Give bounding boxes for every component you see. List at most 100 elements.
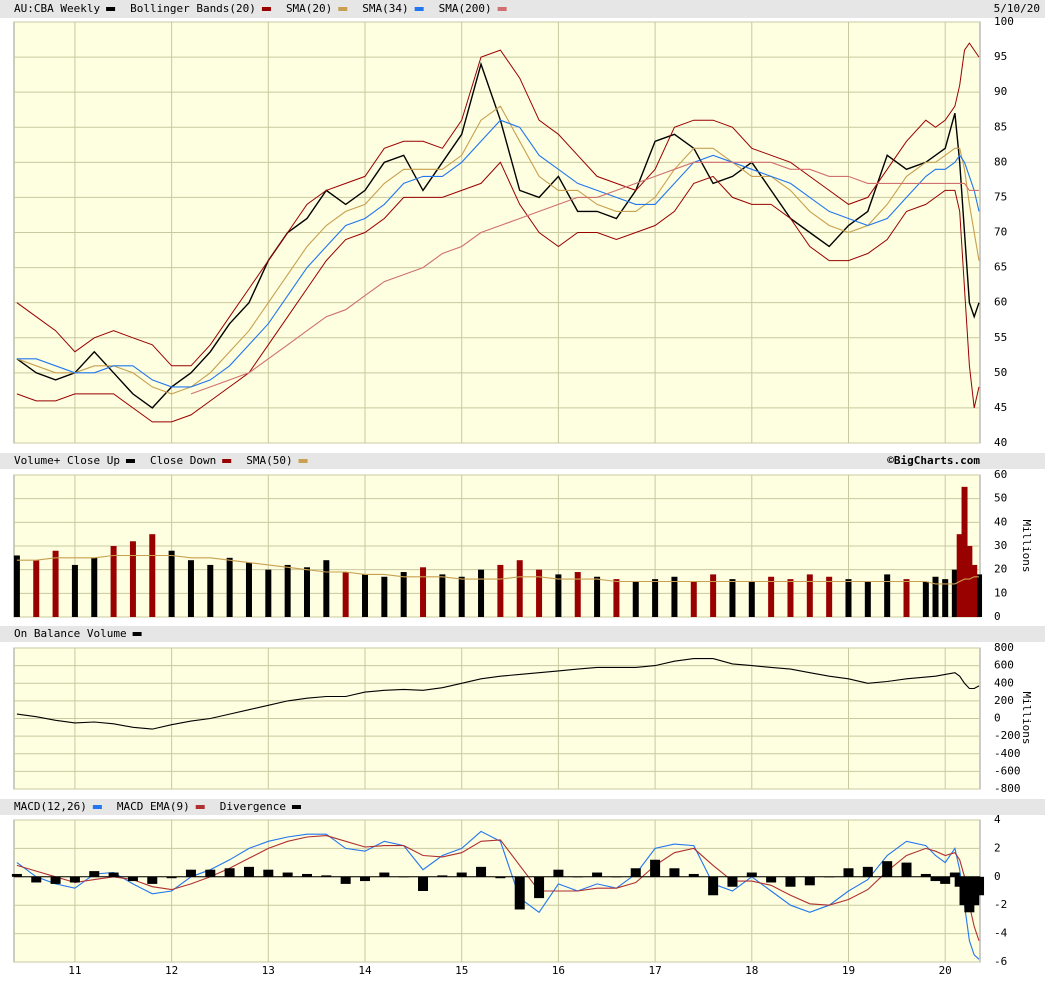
bar xyxy=(746,872,757,877)
bar xyxy=(650,859,661,877)
legend-label: MACD(12,26) xyxy=(14,800,87,813)
band-lower xyxy=(16,161,980,423)
bar xyxy=(594,576,601,617)
bar xyxy=(932,576,939,617)
bar xyxy=(147,876,158,884)
y-tick-label: 800 xyxy=(994,641,1014,654)
x-tick-label: 17 xyxy=(648,964,661,977)
x-tick-label: 12 xyxy=(165,964,178,977)
legend-label: SMA(34) xyxy=(362,2,408,15)
bar xyxy=(688,873,699,877)
bar xyxy=(884,574,891,617)
x-tick-label: 13 xyxy=(262,964,275,977)
legend-swatch xyxy=(92,805,102,809)
bar xyxy=(224,868,235,877)
legend-label: Close Down xyxy=(150,454,216,467)
bar xyxy=(574,572,581,617)
y-tick-label: 70 xyxy=(994,226,1007,239)
series-line xyxy=(16,105,980,395)
y-tick-label: 100 xyxy=(994,15,1014,28)
y-tick-label: 400 xyxy=(994,676,1014,689)
bar xyxy=(89,871,100,877)
y-tick-label: -800 xyxy=(994,782,1021,795)
band-upper xyxy=(16,42,980,367)
legend-swatch xyxy=(125,459,135,463)
bar xyxy=(901,862,912,877)
bar xyxy=(456,872,467,877)
bar xyxy=(785,876,796,887)
bar xyxy=(903,579,910,617)
bar xyxy=(768,576,775,617)
bar xyxy=(748,581,755,617)
y-tick-label: 90 xyxy=(994,85,1007,98)
bar xyxy=(976,574,983,617)
bar xyxy=(342,572,349,617)
y-tick-label: -2 xyxy=(994,898,1007,911)
bar xyxy=(652,579,659,617)
bar xyxy=(284,564,291,617)
legend-label: MACD EMA(9) xyxy=(117,800,190,813)
bar xyxy=(50,876,61,884)
legend-swatch xyxy=(298,459,308,463)
y-tick-label: -200 xyxy=(994,729,1021,742)
bar xyxy=(862,866,873,877)
bar xyxy=(321,875,332,877)
bar xyxy=(71,564,78,617)
x-tick-label: 14 xyxy=(358,964,372,977)
bar xyxy=(961,486,968,617)
legend-swatch xyxy=(338,7,348,11)
bar xyxy=(69,876,80,883)
bar xyxy=(787,579,794,617)
bar xyxy=(245,562,252,617)
header-bar xyxy=(0,0,1045,18)
bar xyxy=(956,534,963,617)
y-tick-label: -600 xyxy=(994,764,1021,777)
bar xyxy=(555,574,562,617)
bar xyxy=(418,876,429,891)
legend-swatch xyxy=(261,7,271,11)
bar xyxy=(708,876,719,896)
bar xyxy=(632,581,639,617)
bar xyxy=(205,869,216,877)
y-tick-label: -400 xyxy=(994,747,1021,760)
y-tick-label: 40 xyxy=(994,436,1007,449)
bar xyxy=(207,564,214,617)
bar xyxy=(420,567,427,617)
legend-swatch xyxy=(414,7,424,11)
bar xyxy=(971,564,978,617)
legend-swatch xyxy=(106,7,116,11)
bar xyxy=(476,866,487,877)
bar xyxy=(52,550,59,617)
bar xyxy=(458,576,465,617)
bar xyxy=(127,876,138,882)
x-tick-label: 20 xyxy=(939,964,952,977)
x-tick-label: 15 xyxy=(455,964,468,977)
bar xyxy=(613,579,620,617)
bar xyxy=(31,876,42,883)
legend-swatch xyxy=(195,805,205,809)
y-tick-label: 2 xyxy=(994,841,1001,854)
bar xyxy=(729,579,736,617)
bar xyxy=(806,574,813,617)
bar xyxy=(282,872,293,877)
series-line xyxy=(16,119,980,388)
bar xyxy=(922,581,929,617)
bar xyxy=(301,873,312,877)
y-tick-label: 600 xyxy=(994,659,1014,672)
bar xyxy=(360,876,371,882)
bar xyxy=(149,534,156,617)
legend-swatch xyxy=(291,805,301,809)
bar xyxy=(826,576,833,617)
bar xyxy=(129,541,136,617)
legend-label: Divergence xyxy=(220,800,286,813)
plot-area xyxy=(13,819,981,963)
bar xyxy=(592,872,603,877)
bar xyxy=(804,876,815,886)
bar xyxy=(108,872,119,877)
bar xyxy=(514,876,525,910)
legend-swatch xyxy=(222,459,232,463)
header-bar xyxy=(0,799,1045,815)
bar xyxy=(11,873,22,877)
bar xyxy=(536,569,543,617)
bar xyxy=(243,866,254,877)
